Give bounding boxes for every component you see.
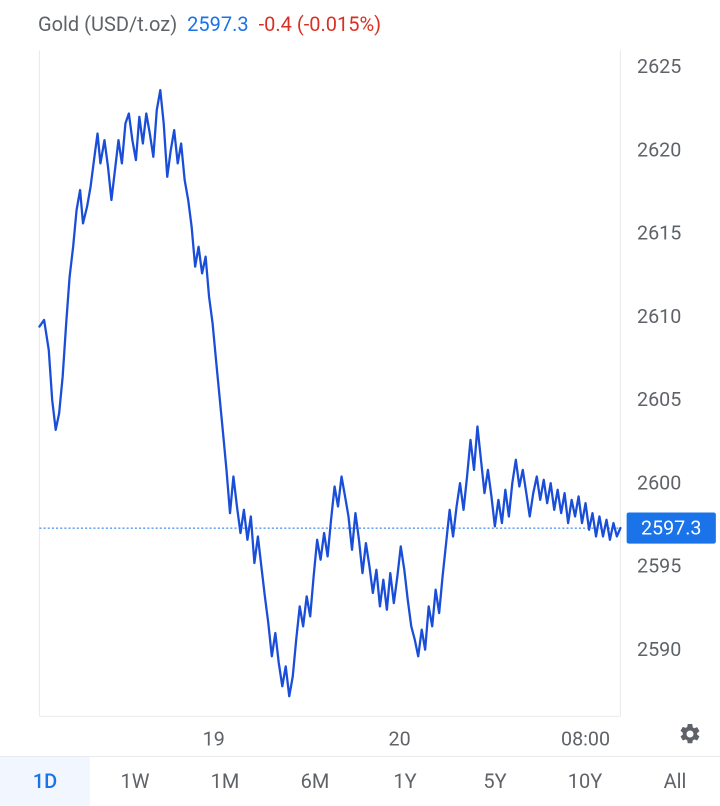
timeframe-tab-6m[interactable]: 6M <box>270 757 360 806</box>
timeframe-tab-all[interactable]: All <box>630 757 720 806</box>
chart-area[interactable]: 2590 2595 2600 2605 2610 2615 2620 2625 19 20 08:0… <box>0 44 720 756</box>
svg-text:20: 20 <box>389 727 411 750</box>
instrument-title: Gold (USD/t.oz) <box>38 12 177 36</box>
timeframe-tabs: 1D1W1M6M1Y5Y10YAll <box>0 756 720 806</box>
svg-text:19: 19 <box>203 727 225 750</box>
svg-text:2595: 2595 <box>637 555 681 578</box>
svg-text:2605: 2605 <box>637 388 681 411</box>
svg-text:08:00: 08:00 <box>561 727 610 750</box>
svg-text:2625: 2625 <box>637 55 681 78</box>
svg-text:2600: 2600 <box>637 471 681 494</box>
timeframe-tab-10y[interactable]: 10Y <box>540 757 630 806</box>
current-price: 2597.3 <box>187 12 248 36</box>
svg-text:2597.3: 2597.3 <box>641 516 702 539</box>
price-chart: 2590 2595 2600 2605 2610 2615 2620 2625 19 20 08:0… <box>0 44 720 756</box>
timeframe-tab-1d[interactable]: 1D <box>0 757 90 806</box>
timeframe-tab-1y[interactable]: 1Y <box>360 757 450 806</box>
timeframe-tab-1w[interactable]: 1W <box>90 757 180 806</box>
svg-text:2615: 2615 <box>637 222 681 245</box>
timeframe-tab-1m[interactable]: 1M <box>180 757 270 806</box>
gear-icon[interactable] <box>678 722 702 746</box>
svg-text:2590: 2590 <box>637 638 681 661</box>
svg-text:2610: 2610 <box>637 305 681 328</box>
svg-text:2620: 2620 <box>637 138 681 161</box>
timeframe-tab-5y[interactable]: 5Y <box>450 757 540 806</box>
price-change: -0.4 (-0.015%) <box>259 12 381 36</box>
chart-header: Gold (USD/t.oz) 2597.3 -0.4 (-0.015%) <box>0 0 720 44</box>
